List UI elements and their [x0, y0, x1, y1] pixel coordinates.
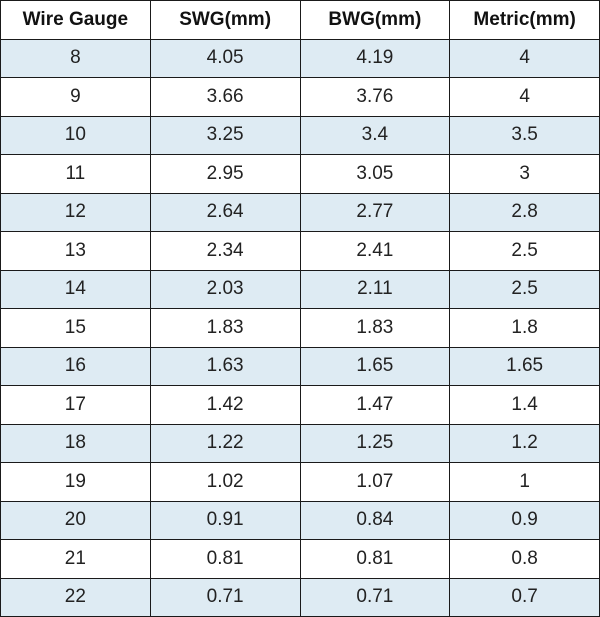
table-row: 15 1.83 1.83 1.8: [0, 308, 600, 348]
table-cell: 15: [0, 308, 151, 348]
table-cell: 2.95: [149, 154, 301, 194]
table-row: 12 2.64 2.77 2.8: [0, 192, 600, 232]
header-cell: Wire Gauge: [0, 0, 151, 40]
table-cell: 1.63: [149, 346, 301, 386]
table-row: 20 0.91 0.84 0.9: [0, 500, 600, 540]
table-cell: 0.91: [149, 500, 301, 540]
table-cell: 4: [449, 77, 600, 117]
table-row: 8 4.05 4.19 4: [0, 38, 600, 78]
table-cell: 0.84: [299, 500, 451, 540]
table-cell: 2.8: [449, 192, 600, 232]
table-cell: 1.42: [149, 385, 301, 425]
table-cell: 1.25: [299, 423, 451, 463]
table-cell: 0.81: [149, 539, 301, 579]
table-cell: 12: [0, 192, 151, 232]
table-cell: 1.02: [149, 462, 301, 502]
header-cell: SWG(mm): [149, 0, 301, 40]
table-cell: 22: [0, 577, 151, 617]
table-cell: 11: [0, 154, 151, 194]
table-cell: 4.05: [149, 38, 301, 78]
table-cell: 9: [0, 77, 151, 117]
header-cell: BWG(mm): [299, 0, 451, 40]
table-cell: 2.34: [149, 231, 301, 271]
table-cell: 8: [0, 38, 151, 78]
table-cell: 3.76: [299, 77, 451, 117]
table-cell: 2.03: [149, 269, 301, 309]
table-cell: 1.47: [299, 385, 451, 425]
table-cell: 21: [0, 539, 151, 579]
table-cell: 3.66: [149, 77, 301, 117]
table-cell: 19: [0, 462, 151, 502]
header-row: Wire Gauge SWG(mm) BWG(mm) Metric(mm): [0, 0, 600, 40]
table-row: 19 1.02 1.07 1: [0, 462, 600, 502]
table-cell: 18: [0, 423, 151, 463]
table-cell: 3.25: [149, 115, 301, 155]
table-cell: 1.8: [449, 308, 600, 348]
table-row: 22 0.71 0.71 0.7: [0, 577, 600, 617]
table-row: 17 1.42 1.47 1.4: [0, 385, 600, 425]
table-cell: 1.83: [149, 308, 301, 348]
table-cell: 2.5: [449, 269, 600, 309]
table-row: 16 1.63 1.65 1.65: [0, 346, 600, 386]
table-cell: 3.05: [299, 154, 451, 194]
table-row: 13 2.34 2.41 2.5: [0, 231, 600, 271]
table-row: 9 3.66 3.76 4: [0, 77, 600, 117]
table-cell: 0.9: [449, 500, 600, 540]
table-cell: 0.71: [299, 577, 451, 617]
table-body: 8 4.05 4.19 4 9 3.66 3.76 4 10 3.25 3.4 3.5 11 2.95 3.…: [0, 38, 600, 617]
table-cell: 13: [0, 231, 151, 271]
table-row: 11 2.95 3.05 3: [0, 154, 600, 194]
table-cell: 2.41: [299, 231, 451, 271]
table-cell: 2.5: [449, 231, 600, 271]
table-cell: 3: [449, 154, 600, 194]
table-cell: 3.4: [299, 115, 451, 155]
table-cell: 0.71: [149, 577, 301, 617]
table-cell: 16: [0, 346, 151, 386]
table-cell: 2.11: [299, 269, 451, 309]
table-cell: 1.2: [449, 423, 600, 463]
table-cell: 1.65: [299, 346, 451, 386]
table-cell: 17: [0, 385, 151, 425]
table-row: 18 1.22 1.25 1.2: [0, 423, 600, 463]
header-cell: Metric(mm): [449, 0, 600, 40]
table-cell: 2.64: [149, 192, 301, 232]
table-cell: 1.07: [299, 462, 451, 502]
table-cell: 20: [0, 500, 151, 540]
table-cell: 2.77: [299, 192, 451, 232]
table-header: Wire Gauge SWG(mm) BWG(mm) Metric(mm): [0, 0, 600, 40]
table-row: 21 0.81 0.81 0.8: [0, 539, 600, 579]
table-cell: 1.65: [449, 346, 600, 386]
table-cell: 4: [449, 38, 600, 78]
table-row: 10 3.25 3.4 3.5: [0, 115, 600, 155]
table-cell: 1.22: [149, 423, 301, 463]
table-cell: 1.4: [449, 385, 600, 425]
table-cell: 1.83: [299, 308, 451, 348]
table-cell: 0.7: [449, 577, 600, 617]
table-cell: 0.81: [299, 539, 451, 579]
table-cell: 0.8: [449, 539, 600, 579]
table-cell: 14: [0, 269, 151, 309]
table-row: 14 2.03 2.11 2.5: [0, 269, 600, 309]
table-cell: 10: [0, 115, 151, 155]
table-cell: 1: [449, 462, 600, 502]
table-cell: 3.5: [449, 115, 600, 155]
table-cell: 4.19: [299, 38, 451, 78]
